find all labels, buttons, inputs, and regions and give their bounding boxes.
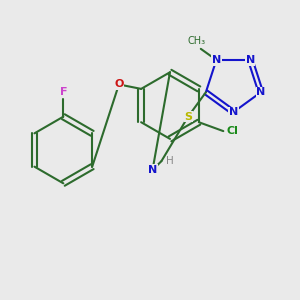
Text: N: N [212,55,221,65]
Text: N: N [148,165,157,175]
Text: Cl: Cl [226,126,238,136]
Text: S: S [184,112,192,122]
Text: N: N [229,107,238,117]
Text: N: N [246,55,255,65]
Text: F: F [60,87,67,97]
Text: O: O [114,80,124,89]
Text: N: N [256,87,266,97]
Text: CH₃: CH₃ [187,36,206,46]
Text: H: H [167,156,174,166]
